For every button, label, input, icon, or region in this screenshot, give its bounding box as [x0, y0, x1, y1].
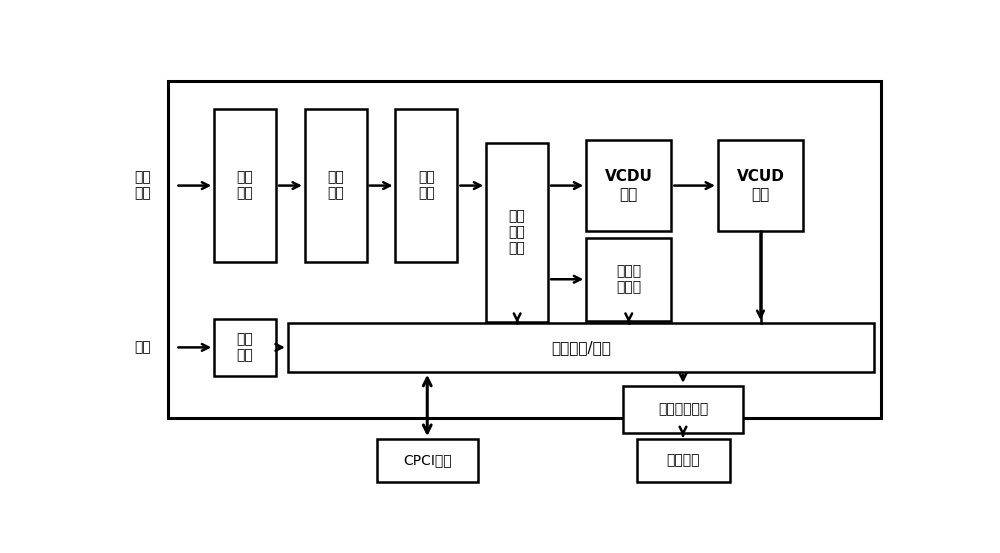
Bar [214, 319, 276, 376]
Text: 接口电平转换: 接口电平转换 [658, 402, 708, 416]
Bar [214, 109, 276, 262]
Text: CPCI总线: CPCI总线 [403, 453, 452, 467]
Text: 接口
转换: 接口 转换 [237, 170, 254, 201]
Text: 解随
机化: 解随 机化 [418, 170, 435, 201]
Bar [168, 81, 881, 418]
Text: 数据输出: 数据输出 [666, 453, 700, 467]
Text: 时码: 时码 [134, 341, 151, 354]
Bar [288, 323, 874, 372]
Bar [395, 109, 457, 262]
Bar [586, 238, 671, 321]
Bar [486, 143, 548, 322]
Bar [377, 439, 478, 482]
Bar [637, 439, 730, 482]
Bar [586, 140, 671, 231]
Text: 插入数
据提取: 插入数 据提取 [616, 264, 641, 294]
Text: 数据缓存/分发: 数据缓存/分发 [551, 340, 611, 355]
Text: 帧同
步器: 帧同 步器 [327, 170, 344, 201]
Bar [623, 386, 743, 432]
Text: 时码
单元: 时码 单元 [237, 332, 254, 363]
Text: 数据
时钟: 数据 时钟 [134, 170, 151, 201]
Bar [305, 109, 367, 262]
Text: VCDU
分路: VCDU 分路 [605, 169, 653, 202]
Bar [718, 140, 803, 231]
Text: VCUD
提取: VCUD 提取 [737, 169, 784, 202]
Text: 差错
控制
译码: 差错 控制 译码 [509, 209, 526, 255]
